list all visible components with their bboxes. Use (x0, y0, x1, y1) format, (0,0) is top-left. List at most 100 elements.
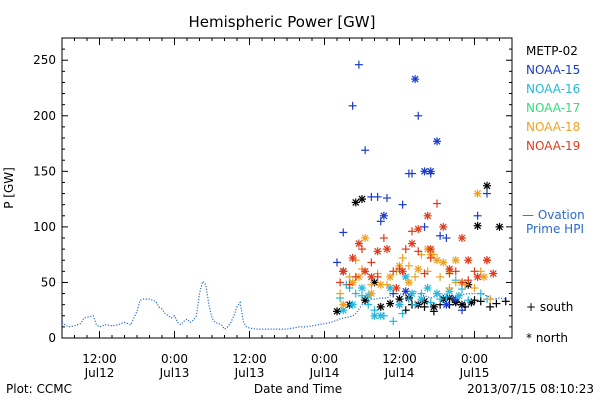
mark-stroke (402, 287, 410, 295)
mark-stroke (402, 273, 410, 281)
south-sample-point (476, 289, 485, 298)
y-tick-label: 250 (33, 53, 56, 67)
south-sample-point (364, 300, 373, 309)
south-sample-point (389, 289, 398, 298)
y-tick-label: 0 (48, 331, 56, 345)
north-sample-point (367, 289, 376, 298)
ovation-legend-line1: — Ovation (522, 208, 585, 222)
mark-stroke (386, 273, 394, 281)
south-sample-point (436, 231, 445, 240)
north-sample-point (423, 284, 432, 292)
north-sample-point (401, 272, 410, 281)
south-sample-point (451, 267, 460, 276)
north-sample-point (473, 189, 482, 198)
south-sample-point (398, 309, 407, 318)
south-sample-point (426, 254, 435, 262)
mark-stroke (452, 256, 460, 264)
south-sample-point (492, 299, 501, 308)
south-sample-point (411, 272, 420, 281)
mark-stroke (396, 295, 403, 303)
x-axis: 12:00Jul120:00Jul1312:00Jul130:00Jul1412… (74, 38, 500, 380)
south-sample-point (389, 317, 398, 326)
south-sample-point (476, 297, 485, 306)
x-tick-time: 12:00 (232, 352, 267, 366)
mark-stroke (361, 296, 369, 304)
satellite-samples (333, 60, 510, 326)
north-sample-point (458, 234, 466, 242)
north-sample-point (361, 234, 370, 242)
south-sample-point (464, 296, 473, 305)
south-sample-point (404, 261, 413, 270)
y-tick-label: 100 (33, 220, 56, 234)
mark-stroke (380, 212, 388, 220)
south-sample-point (501, 297, 510, 306)
north-sample-point (376, 280, 385, 289)
mark-stroke (474, 222, 482, 230)
north-sample-point (351, 198, 360, 207)
south-sample-point (483, 189, 491, 198)
plot-frame (61, 37, 513, 339)
mark-stroke (414, 265, 422, 273)
mark-stroke (349, 254, 357, 262)
north-sample-point (404, 278, 413, 287)
mark-stroke (455, 292, 463, 300)
south-sample-point (351, 289, 360, 298)
mark-stroke (483, 256, 491, 264)
north-sample-point (333, 307, 341, 316)
north-sample-point (442, 300, 451, 309)
mark-stroke (430, 303, 438, 311)
x-tick-time: 12:00 (382, 352, 417, 366)
x-tick-date: Jul14 (384, 366, 415, 380)
south-sample-point (336, 278, 345, 287)
mark-stroke (414, 225, 422, 233)
north-sample-point (395, 300, 404, 309)
mark-stroke (458, 234, 466, 242)
mark-stroke (421, 297, 428, 305)
x-tick-time: 12:00 (82, 352, 117, 366)
south-sample-point (486, 302, 495, 311)
south-sample-point (336, 289, 345, 298)
y-axis-label: P [GW] (2, 167, 16, 209)
south-sample-point (414, 247, 423, 256)
timestamp: 2013/07/15 08:10:23 (467, 382, 594, 396)
mark-stroke (467, 299, 475, 306)
north-sample-point (489, 269, 498, 278)
south-sample-point (420, 222, 429, 231)
mark-stroke (408, 290, 416, 297)
mark-stroke (474, 273, 482, 281)
north-sample-point (339, 300, 348, 309)
mark-stroke (424, 284, 432, 292)
north-sample-point (379, 211, 388, 220)
south-sample-point (401, 245, 410, 254)
south-sample-point (376, 217, 385, 226)
north-sample-point (433, 256, 441, 265)
north-sample-point (473, 272, 482, 281)
x-tick-time: 0:00 (161, 352, 188, 366)
mark-stroke (399, 267, 407, 275)
north-sample-point (483, 181, 491, 190)
mark-stroke (371, 312, 378, 320)
mark-stroke (433, 256, 441, 264)
mark-stroke (458, 301, 466, 309)
mark-stroke (333, 307, 341, 315)
south-sample-point (383, 194, 391, 202)
north-sample-point (373, 247, 382, 256)
x-tick-date: Jul13 (234, 366, 265, 380)
north-sample-point (376, 302, 385, 311)
mark-stroke (386, 284, 394, 292)
marker-north-label: * north (526, 331, 568, 345)
north-sample-point (483, 256, 491, 265)
x-tick-date: Jul13 (159, 366, 190, 380)
mark-stroke (474, 190, 482, 197)
mark-stroke (339, 306, 347, 314)
legend: METP-02 NOAA-15 NOAA-16 NOAA-17 NOAA-18 NOAA-… (526, 44, 580, 153)
south-sample-point (470, 284, 479, 292)
south-sample-point (373, 192, 382, 201)
south-sample-point (398, 200, 407, 209)
mark-stroke (446, 294, 453, 302)
south-sample-point (398, 254, 407, 262)
y-tick-label: 150 (33, 164, 56, 178)
south-sample-point (458, 306, 466, 315)
mark-stroke (439, 259, 447, 266)
